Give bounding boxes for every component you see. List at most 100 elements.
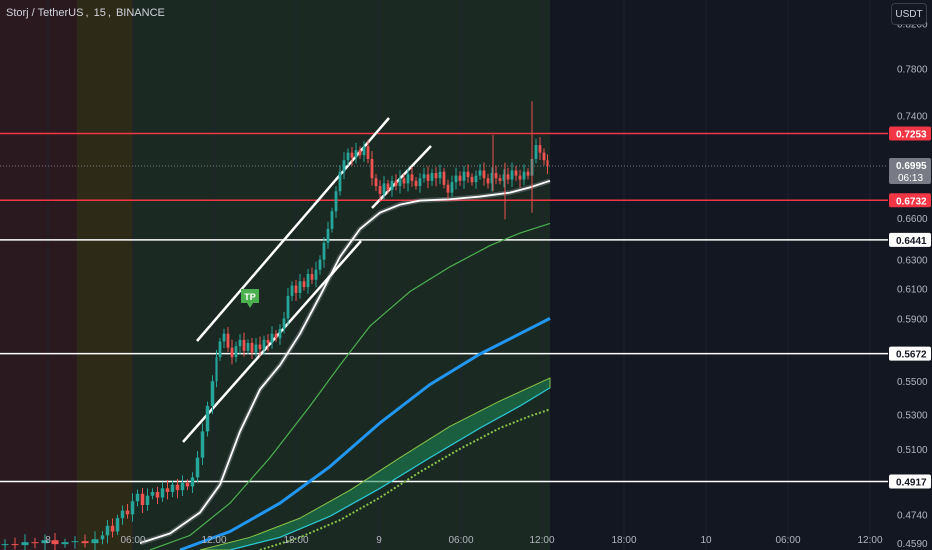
candle-body[interactable] (418, 178, 422, 187)
candle-body[interactable] (354, 150, 358, 158)
candle-body[interactable] (205, 405, 210, 432)
candle-body[interactable] (145, 495, 150, 505)
candle-body[interactable] (1, 544, 9, 546)
candle-body[interactable] (526, 171, 530, 176)
candle-body[interactable] (226, 333, 230, 348)
candle-body[interactable] (534, 145, 538, 159)
candle-body[interactable] (326, 228, 330, 243)
candle-body[interactable] (386, 183, 390, 190)
candle-body[interactable] (350, 152, 354, 158)
candle-body[interactable] (458, 175, 462, 181)
candle-body[interactable] (490, 173, 494, 184)
candle-body[interactable] (215, 357, 218, 382)
candle-body[interactable] (238, 339, 242, 347)
candle-body[interactable] (366, 146, 370, 159)
candle-body[interactable] (61, 542, 69, 545)
candle-body[interactable] (406, 174, 410, 184)
candle-body[interactable] (510, 170, 514, 180)
candle-body[interactable] (11, 544, 19, 546)
candle-body[interactable] (195, 457, 200, 478)
candle-body[interactable] (514, 170, 518, 176)
candle-body[interactable] (180, 482, 185, 491)
candle-body[interactable] (298, 281, 302, 293)
candle-body[interactable] (494, 173, 498, 179)
candle-body[interactable] (322, 242, 326, 260)
candle-body[interactable] (338, 171, 342, 192)
candle-body[interactable] (462, 171, 466, 181)
candle-body[interactable] (130, 501, 135, 515)
candle-body[interactable] (358, 150, 362, 156)
candle-body[interactable] (246, 342, 250, 351)
candle-body[interactable] (31, 542, 39, 544)
candle-body[interactable] (266, 339, 270, 343)
candle-body[interactable] (370, 158, 374, 179)
candle-body[interactable] (474, 175, 478, 183)
candle-body[interactable] (538, 145, 542, 153)
candle-body[interactable] (502, 174, 506, 181)
level-price-tag[interactable] (889, 346, 931, 361)
candle-body[interactable] (454, 175, 458, 183)
candle-body[interactable] (410, 174, 414, 181)
candle-body[interactable] (302, 281, 306, 288)
candle-body[interactable] (518, 175, 522, 180)
candle-body[interactable] (21, 542, 29, 546)
candle-body[interactable] (234, 346, 238, 358)
candles[interactable] (1, 101, 549, 550)
level-price-tag[interactable] (889, 474, 931, 489)
candle-body[interactable] (522, 171, 526, 180)
candle-body[interactable] (342, 160, 346, 172)
candle-body[interactable] (310, 273, 314, 280)
candle-body[interactable] (486, 178, 490, 184)
candle-body[interactable] (170, 484, 175, 492)
candle-body[interactable] (71, 541, 79, 543)
candle-body[interactable] (346, 152, 350, 161)
candle-body[interactable] (542, 152, 546, 161)
candle-body[interactable] (282, 318, 286, 330)
candle-body[interactable] (466, 171, 470, 177)
candle-body[interactable] (218, 341, 222, 358)
price-axis[interactable]: 0.8200 0.7800 0.7400 0.6600 0.6300 0.6100 0.59… (888, 0, 932, 550)
candle-body[interactable] (426, 174, 430, 181)
candle-body[interactable] (250, 342, 254, 353)
candle-body[interactable] (450, 182, 454, 193)
candle-body[interactable] (294, 285, 298, 293)
candle-body[interactable] (290, 285, 294, 296)
candle-body[interactable] (546, 160, 549, 166)
candle-body[interactable] (286, 295, 290, 319)
candle-body[interactable] (165, 488, 170, 492)
candle-body[interactable] (258, 344, 262, 350)
candle-body[interactable] (434, 173, 438, 179)
candle-body[interactable] (91, 539, 99, 544)
candle-body[interactable] (135, 493, 140, 502)
candle-body[interactable] (446, 184, 450, 193)
candle-body[interactable] (190, 477, 195, 487)
candle-body[interactable] (155, 491, 160, 498)
candle-body[interactable] (390, 180, 394, 190)
candle-body[interactable] (398, 178, 402, 187)
channel-line-mid[interactable] (371, 145, 432, 209)
candle-body[interactable] (115, 518, 120, 532)
candle-body[interactable] (160, 488, 165, 498)
candle-body[interactable] (378, 186, 382, 194)
candle-body[interactable] (382, 183, 386, 194)
candle-body[interactable] (222, 333, 226, 342)
candle-body[interactable] (318, 259, 322, 270)
level-price-tag[interactable] (889, 126, 931, 141)
candle-body[interactable] (278, 329, 282, 339)
currency-button[interactable]: USDT (891, 3, 927, 25)
candle-body[interactable] (362, 146, 366, 156)
candle-body[interactable] (105, 525, 110, 536)
candle-body[interactable] (482, 170, 486, 179)
candle-body[interactable] (438, 171, 442, 179)
candle-body[interactable] (394, 180, 398, 187)
candle-body[interactable] (270, 333, 274, 343)
candle-body[interactable] (414, 180, 418, 187)
candle-body[interactable] (120, 510, 125, 519)
candle-body[interactable] (210, 381, 215, 406)
candle-body[interactable] (230, 347, 234, 358)
candle-body[interactable] (140, 493, 145, 505)
candle-body[interactable] (81, 541, 89, 544)
candle-body[interactable] (262, 339, 266, 350)
candle-body[interactable] (374, 178, 378, 187)
